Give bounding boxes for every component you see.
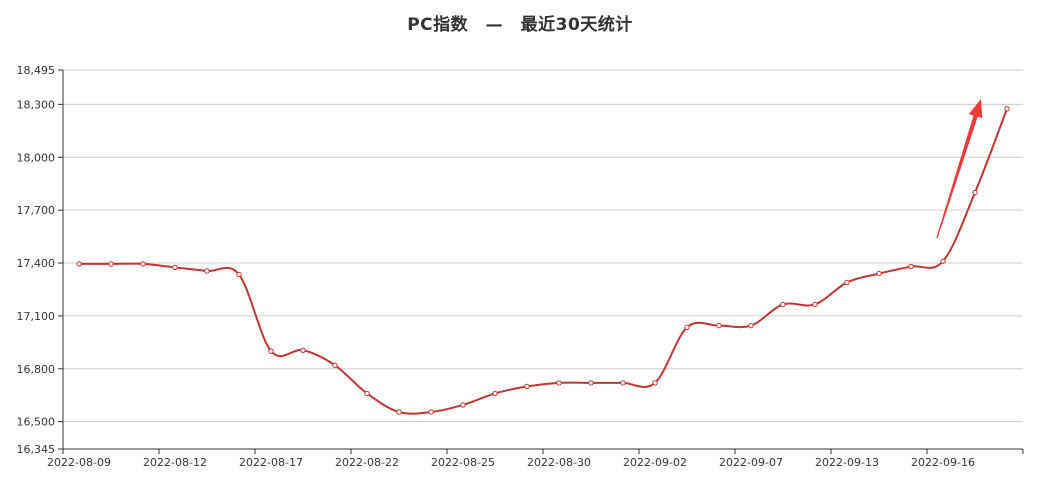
x-tick-label: 2022-08-30 bbox=[527, 456, 591, 469]
data-point bbox=[140, 261, 146, 267]
data-point bbox=[492, 390, 498, 397]
data-point bbox=[364, 390, 370, 397]
y-tick-label: 17,400 bbox=[17, 257, 56, 270]
data-point bbox=[268, 348, 274, 354]
x-axis: 2022-08-09 2022-08-12 2022-08-17 2022-08-22… bbox=[47, 448, 1024, 469]
chart-title: PC指数 — 最近30天统计 bbox=[407, 15, 633, 35]
y-tick-label: 18,000 bbox=[17, 151, 56, 164]
data-point bbox=[332, 362, 338, 368]
x-tick-label: 2022-08-09 bbox=[47, 456, 111, 469]
y-tick-label: 16,500 bbox=[17, 416, 56, 429]
series-layer bbox=[76, 106, 1010, 415]
data-point bbox=[780, 301, 786, 308]
y-tick-label: 16,800 bbox=[17, 363, 56, 376]
x-tick-label: 2022-09-16 bbox=[911, 456, 975, 469]
data-point bbox=[396, 409, 402, 415]
x-tick-label: 2022-09-07 bbox=[719, 456, 783, 469]
data-point bbox=[812, 301, 818, 308]
data-point bbox=[460, 402, 466, 408]
data-point bbox=[908, 263, 914, 270]
data-point bbox=[620, 380, 626, 386]
y-tick-label: 18,495 bbox=[17, 64, 56, 77]
x-tick-label: 2022-08-22 bbox=[335, 456, 399, 469]
data-point bbox=[108, 261, 114, 267]
x-tick-label: 2022-09-13 bbox=[815, 456, 879, 469]
series-line bbox=[79, 108, 1008, 415]
y-tick-label: 17,700 bbox=[17, 204, 56, 217]
data-point bbox=[172, 264, 178, 271]
data-point bbox=[300, 347, 306, 353]
data-point bbox=[588, 380, 594, 386]
annotation-layer bbox=[936, 99, 983, 239]
data-point bbox=[428, 409, 434, 415]
data-point bbox=[876, 270, 882, 277]
data-point bbox=[844, 279, 850, 286]
data-point bbox=[652, 380, 658, 386]
data-point bbox=[236, 271, 242, 278]
data-point bbox=[556, 380, 562, 386]
data-point bbox=[940, 258, 946, 264]
data-point bbox=[716, 322, 722, 329]
x-tick-label: 2022-08-17 bbox=[239, 456, 303, 469]
data-point bbox=[684, 324, 690, 331]
trend-arrow-icon bbox=[936, 99, 983, 239]
x-tick-label: 2022-09-02 bbox=[623, 456, 687, 469]
data-point bbox=[204, 268, 210, 274]
data-point bbox=[524, 383, 530, 390]
y-tick-label: 18,300 bbox=[17, 98, 56, 111]
y-tick-label: 17,100 bbox=[17, 310, 56, 323]
data-point bbox=[1004, 106, 1010, 112]
data-point bbox=[76, 261, 82, 267]
x-tick-label: 2022-08-12 bbox=[143, 456, 207, 469]
data-point bbox=[972, 189, 978, 196]
grid-lines bbox=[63, 69, 1023, 423]
y-tick-label: 16,345 bbox=[17, 443, 56, 456]
x-tick-label: 2022-08-25 bbox=[431, 456, 495, 469]
y-axis: 16,345 16,500 16,800 17,100 17,400 17,700 18,0… bbox=[17, 64, 64, 456]
data-point bbox=[748, 322, 754, 329]
